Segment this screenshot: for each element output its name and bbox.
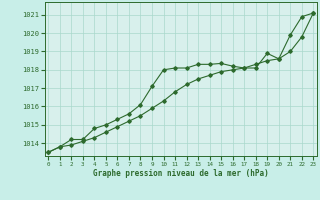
X-axis label: Graphe pression niveau de la mer (hPa): Graphe pression niveau de la mer (hPa) <box>93 169 269 178</box>
